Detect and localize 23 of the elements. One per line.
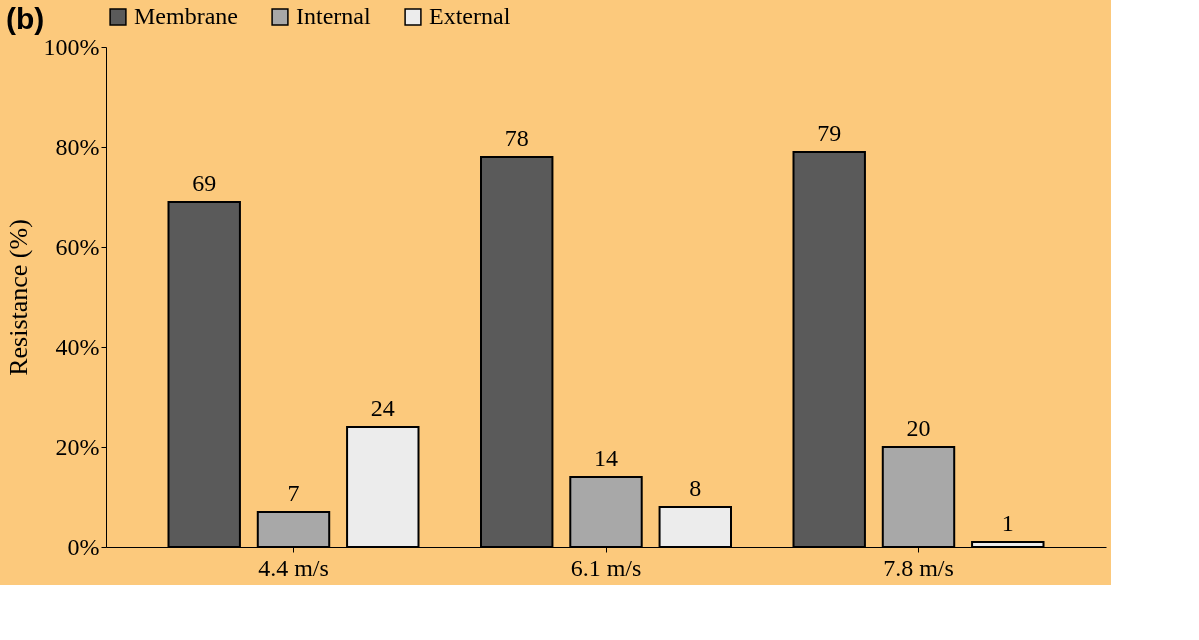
data-label: 8 [689,475,702,501]
data-label: 24 [370,395,395,421]
x-tick-label: 7.8 m/s [883,554,954,581]
data-label: 78 [504,125,529,151]
y-axis-title: Resistance (%) [3,219,33,376]
y-tick-label: 100% [43,33,100,60]
data-label: 69 [192,170,217,196]
data-label: 14 [594,445,618,471]
x-tick-label: 4.4 m/s [258,554,329,581]
y-tick-label: 80% [55,133,100,160]
data-label: 79 [817,120,842,146]
data-label: 1 [1001,510,1014,536]
y-tick-label: 60% [55,233,100,260]
data-label: 7 [287,480,300,506]
chart-title: (b) [6,2,45,35]
y-tick-label: 0% [67,533,100,560]
legend-label: Internal [296,3,371,29]
legend-label: External [429,3,511,29]
legend-label: Membrane [134,3,238,29]
x-tick-label: 6.1 m/s [570,554,642,581]
data-label: 20 [906,415,931,441]
y-tick-label: 40% [55,333,100,360]
y-tick-label: 20% [55,433,100,460]
